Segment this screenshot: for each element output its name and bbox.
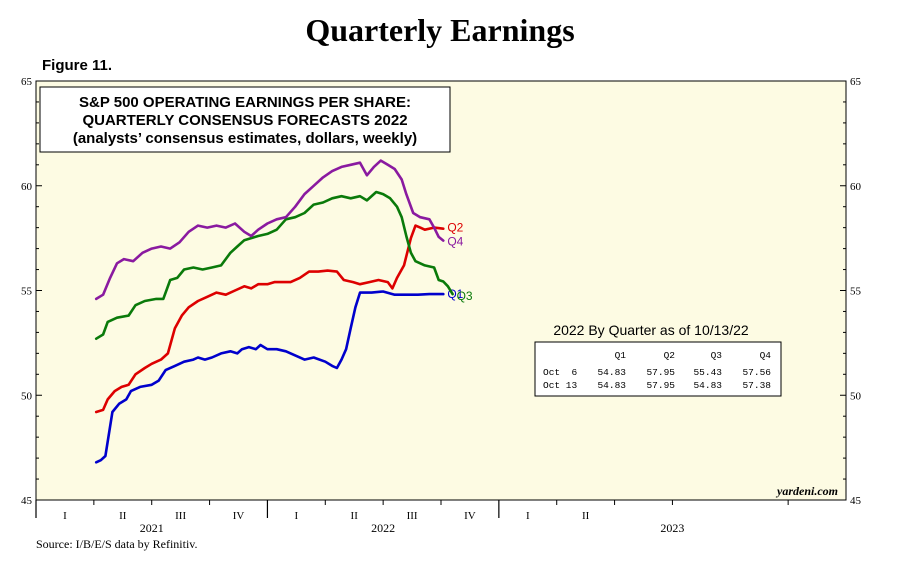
table-header-q3: Q3 — [711, 350, 723, 361]
table-box — [534, 341, 782, 397]
year-label: 2021 — [140, 521, 164, 535]
y-tick-label-left: 55 — [21, 286, 33, 298]
y-tick-label-left: 65 — [21, 76, 33, 88]
table-header-q2: Q2 — [664, 350, 676, 361]
quarter-label: IV — [464, 510, 476, 522]
page-title: Quarterly Earnings — [305, 12, 575, 48]
table-row-2-q2: 57.95 — [646, 380, 675, 391]
chart-title-line-1: S&P 500 OPERATING EARNINGS PER SHARE: — [79, 94, 411, 111]
y-tick-label-right: 55 — [850, 286, 862, 298]
table-row-1-q4: 57.56 — [742, 367, 771, 378]
table-header-q1: Q1 — [615, 350, 627, 361]
y-tick-label-right: 60 — [850, 181, 862, 193]
quarter-label: II — [119, 510, 127, 522]
table-title: 2022 By Quarter as of 10/13/22 — [553, 322, 749, 338]
y-tick-label-right: 65 — [850, 76, 862, 88]
series-line-q2 — [94, 224, 445, 414]
quarter-label: I — [63, 510, 67, 522]
chart-title-box: S&P 500 OPERATING EARNINGS PER SHARE: QU… — [39, 86, 451, 153]
year-label: 2023 — [660, 521, 684, 535]
y-tick-label-left: 50 — [21, 390, 33, 402]
table-row-2-q4: 57.38 — [742, 380, 771, 391]
source-note: Source: I/B/E/S data by Refinitiv. — [36, 537, 198, 551]
quarter-label: IV — [233, 510, 245, 522]
chart-title-line-2: QUARTERLY CONSENSUS FORECASTS 2022 — [82, 112, 407, 129]
credit-label: yardeni.com — [775, 484, 838, 498]
table-row-1-date: Oct 6 — [543, 367, 578, 378]
quarter-label: II — [582, 510, 590, 522]
series-line-q1 — [94, 290, 445, 464]
quarter-label: I — [295, 510, 299, 522]
estimates-table: 2022 By Quarter as of 10/13/22 Q1 Q2 Q3 … — [534, 322, 782, 397]
table-row-2-date: Oct 13 — [543, 380, 578, 391]
series-line-q4 — [94, 159, 445, 301]
table-row-2-q1: 54.83 — [597, 380, 626, 391]
quarter-label: I — [526, 510, 530, 522]
year-label: 2022 — [371, 521, 395, 535]
y-tick-label-left: 60 — [21, 181, 33, 193]
y-tick-label-right: 50 — [850, 390, 862, 402]
quarter-label: II — [351, 510, 359, 522]
series-end-label-q2: Q2 — [447, 221, 463, 235]
table-row-2-q3: 54.83 — [693, 380, 722, 391]
quarter-label: III — [407, 510, 418, 522]
table-row-1-q3: 55.43 — [693, 367, 722, 378]
table-header-q4: Q4 — [760, 350, 772, 361]
y-tick-label-right: 45 — [850, 495, 862, 507]
table-row-1-q1: 54.83 — [597, 367, 626, 378]
table-row-1-q2: 57.95 — [646, 367, 675, 378]
y-tick-label-left: 45 — [21, 495, 33, 507]
chart-title-line-3: (analysts’ consensus estimates, dollars,… — [73, 130, 417, 147]
series-line-q3 — [94, 190, 454, 341]
series-end-label-q3: Q3 — [457, 289, 473, 303]
quarter-label: III — [175, 510, 186, 522]
y-axis: 45 45 50 50 55 55 60 60 65 65 — [21, 76, 862, 507]
series-end-label-q4: Q4 — [447, 235, 463, 249]
figure-label: Figure 11. — [42, 57, 113, 74]
